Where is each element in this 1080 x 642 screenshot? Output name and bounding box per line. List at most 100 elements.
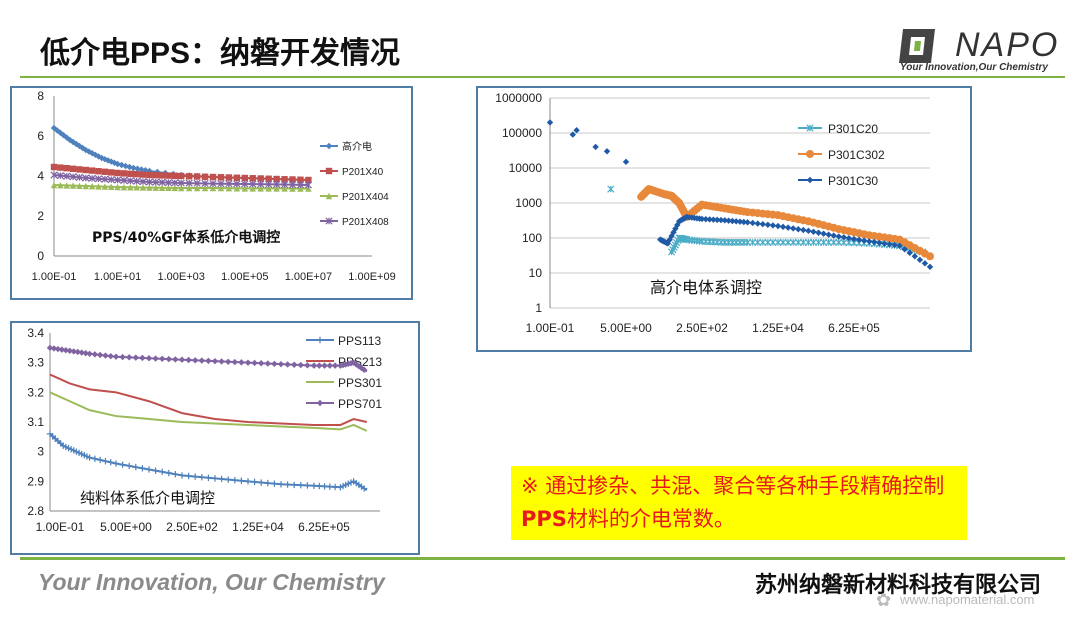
chart2-legend-marker <box>806 176 814 184</box>
chart3-x-tick: 1.00E-01 <box>36 520 85 534</box>
chart2-point <box>769 222 777 229</box>
chart1-point <box>233 180 241 188</box>
chart2-point <box>744 219 751 226</box>
chart3-point <box>107 459 114 466</box>
chart3-point <box>211 475 219 482</box>
footer-slogan: Your Innovation, Our Chemistry <box>38 569 385 595</box>
chart1-point <box>145 178 154 186</box>
note-suffix: 材料的介电常数。 <box>566 507 735 531</box>
chart2-point <box>749 219 756 227</box>
chart1-point <box>88 174 96 183</box>
chart2-y-tick: 100 <box>522 231 542 245</box>
chart3-title: 纯料体系低介电调控 <box>80 489 215 507</box>
chart3-point <box>192 473 199 480</box>
chart2-point <box>603 148 611 155</box>
chart2-point <box>717 216 725 224</box>
chart1-point <box>297 176 304 183</box>
chart2-point <box>891 241 898 249</box>
chart-pps-gf: 0 2 4 6 8 1.00E-01 1.00E+01 1.00E+03 1.00E+05 1.0… <box>10 86 413 300</box>
chart1-point <box>185 179 193 187</box>
chart3-point <box>244 359 252 366</box>
chart1-x-tick: 1.00E+01 <box>94 271 141 283</box>
chart3-point <box>70 348 77 355</box>
chart1-point <box>50 163 58 171</box>
chart-high-dielectric: 1 10 100 1000 10000 100000 1000000 1.00E-01 5.00… <box>476 86 972 352</box>
chart1-point <box>88 167 96 174</box>
chart1-point <box>265 185 272 192</box>
chart2-point <box>800 226 807 234</box>
chart1-point <box>304 181 313 189</box>
chart2-point <box>546 119 554 126</box>
chart2-point <box>815 229 822 236</box>
chart2-y-tick: 1000000 <box>495 91 542 105</box>
chart1-point <box>120 176 128 185</box>
chart2-point <box>729 217 736 225</box>
chart2-point <box>592 143 599 151</box>
chart1-point <box>289 176 296 183</box>
chart3-point <box>291 361 298 368</box>
chart1-point <box>113 176 122 184</box>
chart3-point <box>258 479 265 486</box>
chart1-point <box>139 171 147 178</box>
chart3-point <box>74 348 81 356</box>
chart1-point <box>185 184 193 192</box>
chart3-point <box>297 481 304 489</box>
chart3-legend-marker <box>316 336 324 344</box>
chart3-point <box>205 474 212 481</box>
chart1-legend-label: P201X408 <box>342 217 389 228</box>
chart1-point <box>289 185 296 192</box>
chart3-point <box>277 360 285 368</box>
chart3-x-tick: 5.00E+00 <box>100 520 152 534</box>
chart3-point <box>172 356 179 363</box>
chart1-point <box>171 184 179 192</box>
chart3-point <box>258 360 265 367</box>
chart1-point <box>56 171 64 180</box>
chart2-point <box>866 238 873 245</box>
chart3-point <box>66 347 73 354</box>
chart2-point <box>805 227 812 235</box>
chart3-point <box>126 462 133 470</box>
watermark-text: www.napomaterial.com <box>900 592 1035 607</box>
chart2-svg: 1 10 100 1000 10000 100000 1000000 1.00E-01 5.00… <box>495 91 934 335</box>
chart2-point <box>698 215 706 223</box>
chart3-point <box>360 366 368 373</box>
chart1-point <box>88 183 96 190</box>
chart1-point <box>158 178 166 187</box>
chart1-point <box>82 166 89 174</box>
chart1-point <box>95 183 102 190</box>
chart1-point <box>257 185 264 192</box>
chart3-point <box>264 360 271 367</box>
chart2-point <box>784 224 792 231</box>
chart1-point <box>241 174 248 182</box>
chart1-point <box>114 183 121 191</box>
chart3-point <box>112 353 120 360</box>
chart1-point <box>133 184 140 191</box>
chart1-point <box>50 171 58 179</box>
chart1-point <box>101 168 109 175</box>
chart3-point <box>360 485 368 492</box>
chart2-y-tick: 1 <box>535 301 542 315</box>
chart2-point <box>810 228 817 236</box>
chart3-point <box>178 472 186 479</box>
wechat-icon: ✿ <box>876 590 892 610</box>
chart2-legend-marker <box>806 124 814 132</box>
chart2-point <box>855 236 863 243</box>
logo-brand: NAPO <box>955 26 1060 64</box>
chart1-point <box>146 184 153 191</box>
chart1-point <box>82 174 90 182</box>
chart2-title: 高介电体系调控 <box>650 278 762 297</box>
chart1-point <box>69 182 77 189</box>
chart1-x-tick: 1.00E+03 <box>157 271 204 283</box>
chart2-point <box>607 185 615 193</box>
chart1-point <box>241 185 248 192</box>
chart3-point <box>145 355 153 362</box>
chart3-point <box>218 475 225 483</box>
chart1-point <box>296 181 305 189</box>
chart2-point <box>736 218 744 225</box>
note-box: ※ 通过掺杂、共混、聚合等各种手段精确控制 PPS材料的介电常数。 <box>511 466 967 540</box>
chart1-point <box>171 179 179 187</box>
chart3-svg: 2.8 2.9 3 3.1 3.2 3.3 3.4 1.00E-01 5.00E+00 2.50E… <box>27 326 382 534</box>
chart1-point <box>69 165 77 172</box>
chart2-point <box>774 222 782 230</box>
chart3-point <box>304 362 311 369</box>
